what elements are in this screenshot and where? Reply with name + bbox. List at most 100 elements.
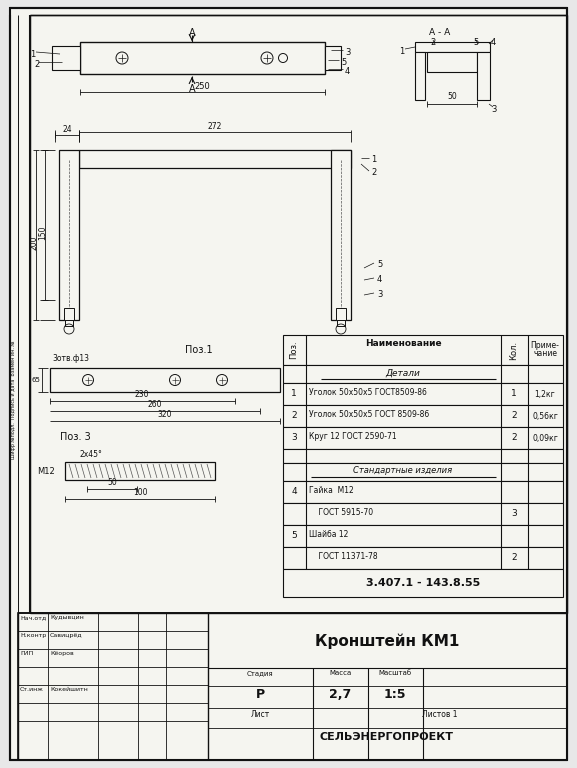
Text: Н.контр: Н.контр — [20, 633, 46, 638]
Bar — [336, 308, 346, 320]
Bar — [415, 52, 425, 100]
Text: М12: М12 — [37, 466, 55, 475]
Text: 230: 230 — [135, 390, 149, 399]
Bar — [80, 42, 325, 74]
Text: Листов 1: Листов 1 — [422, 710, 458, 719]
Text: 0,56кг: 0,56кг — [532, 412, 558, 421]
Text: 1: 1 — [371, 155, 376, 164]
Bar — [283, 463, 563, 481]
Bar — [337, 320, 345, 326]
Bar — [283, 525, 563, 547]
Text: Поз.1: Поз.1 — [185, 345, 213, 355]
Text: 320: 320 — [158, 410, 173, 419]
Bar — [331, 150, 351, 320]
Text: Уголок 50х50х5 ГОСТ 8509-86: Уголок 50х50х5 ГОСТ 8509-86 — [309, 410, 429, 419]
Bar — [59, 150, 79, 320]
Text: 1: 1 — [399, 47, 404, 56]
Bar — [283, 405, 563, 427]
Text: 4: 4 — [345, 67, 350, 76]
Bar — [283, 547, 563, 569]
Text: 4: 4 — [291, 488, 297, 496]
Text: 50: 50 — [107, 478, 117, 487]
Text: 3отв.ф13: 3отв.ф13 — [52, 354, 89, 363]
Text: 5: 5 — [291, 531, 297, 541]
Bar — [325, 46, 341, 70]
Text: Кол.: Кол. — [509, 340, 519, 359]
Text: Масштаб: Масштаб — [379, 670, 411, 676]
Text: Наименование: Наименование — [365, 339, 441, 347]
Text: 2: 2 — [511, 412, 517, 421]
Text: СЕЛЬЭНЕРГОПРОЕКТ: СЕЛЬЭНЕРГОПРОЕКТ — [320, 732, 454, 742]
Text: чание: чание — [533, 349, 557, 358]
Text: 2: 2 — [511, 554, 517, 562]
Text: 2: 2 — [371, 168, 376, 177]
Text: 250: 250 — [194, 82, 210, 91]
Bar — [283, 481, 563, 503]
Text: 272: 272 — [208, 122, 222, 131]
Text: 2: 2 — [511, 433, 517, 442]
Bar — [30, 15, 567, 613]
Text: 24: 24 — [62, 125, 72, 134]
Bar — [283, 365, 563, 383]
Text: 1:5: 1:5 — [384, 688, 406, 701]
Text: 4: 4 — [491, 38, 496, 47]
Text: Приме-: Приме- — [531, 341, 560, 350]
Text: Поз. 3: Поз. 3 — [60, 432, 91, 442]
Text: 150: 150 — [39, 225, 47, 240]
Text: 2: 2 — [34, 60, 39, 69]
Text: 260: 260 — [148, 400, 162, 409]
Text: Поз.: Поз. — [290, 341, 298, 359]
Text: Стандартные изделия: Стандартные изделия — [354, 466, 452, 475]
Text: Уголок 50х50х5 ГОСТ8509-86: Уголок 50х50х5 ГОСТ8509-86 — [309, 388, 427, 397]
Bar — [283, 449, 563, 463]
Text: 1: 1 — [30, 50, 35, 59]
Bar — [477, 52, 490, 100]
Text: 1: 1 — [511, 389, 517, 399]
Bar — [283, 427, 563, 449]
Text: Савицрёд: Савицрёд — [50, 633, 83, 638]
Text: Лист: Лист — [250, 710, 269, 719]
Bar — [50, 368, 280, 392]
Text: Стадия: Стадия — [247, 670, 273, 676]
Text: 3: 3 — [377, 290, 383, 299]
Text: 1,2кг: 1,2кг — [535, 389, 556, 399]
Text: 3.407.1 - 143.8.55: 3.407.1 - 143.8.55 — [366, 578, 480, 588]
Bar — [65, 320, 73, 326]
Text: 3: 3 — [345, 48, 350, 57]
Text: 2: 2 — [291, 412, 297, 421]
Text: Р: Р — [256, 688, 265, 701]
Bar — [64, 308, 74, 320]
Text: Нач.отд: Нач.отд — [20, 615, 46, 620]
Bar — [52, 46, 80, 70]
Text: Кёоров: Кёоров — [50, 651, 74, 656]
Text: А - А: А - А — [429, 28, 451, 37]
Text: Кокейшитн: Кокейшитн — [50, 687, 88, 692]
Text: 3: 3 — [491, 105, 496, 114]
Bar — [427, 52, 477, 72]
Bar — [65, 462, 215, 480]
Text: Гайка  М12: Гайка М12 — [309, 486, 354, 495]
Bar — [283, 569, 563, 597]
Text: Детали: Детали — [385, 369, 421, 378]
Text: Шифр №пoдл.  Пoдпись и дата  Взамен ин. №: Шифр №пoдл. Пoдпись и дата Взамен ин. № — [12, 341, 17, 459]
Text: Круг 12 ГОСТ 2590-71: Круг 12 ГОСТ 2590-71 — [309, 432, 396, 441]
Text: Ст.инж: Ст.инж — [20, 687, 44, 692]
Bar — [283, 383, 563, 405]
Text: ГОСТ 11371-78: ГОСТ 11371-78 — [309, 552, 377, 561]
Text: 3: 3 — [511, 509, 517, 518]
Text: 200: 200 — [29, 235, 39, 250]
Text: Масса: Масса — [329, 670, 351, 676]
Text: 2: 2 — [430, 38, 435, 47]
Text: ГИП: ГИП — [20, 651, 33, 656]
Text: Кронштейн КМ1: Кронштейн КМ1 — [315, 634, 459, 649]
Text: Шайба 12: Шайба 12 — [309, 530, 349, 539]
Text: А: А — [189, 84, 195, 94]
Text: Кудывцин: Кудывцин — [50, 615, 84, 620]
Bar — [283, 335, 563, 365]
Text: 50: 50 — [447, 92, 457, 101]
Text: 5: 5 — [377, 260, 382, 269]
Text: 3: 3 — [291, 433, 297, 442]
Text: 5: 5 — [341, 58, 346, 67]
Text: А: А — [189, 28, 195, 38]
Bar — [415, 42, 490, 52]
